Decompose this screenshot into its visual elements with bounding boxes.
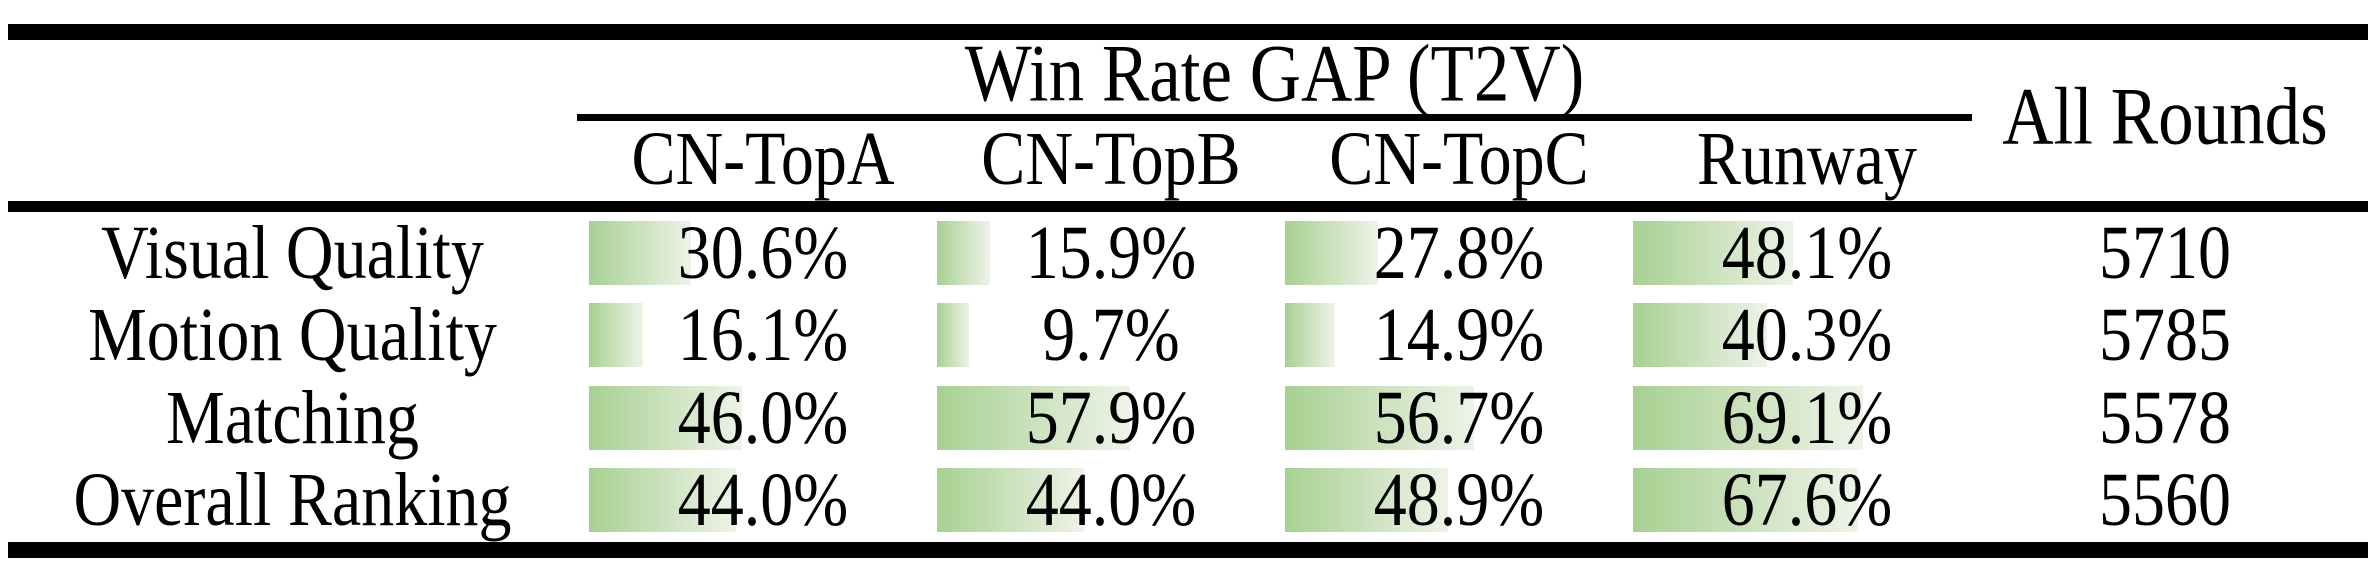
value-text: 15.9% xyxy=(1025,210,1197,295)
column-header-text: Runway xyxy=(1697,117,1917,202)
value-text: 56.7% xyxy=(1373,375,1545,460)
row-label-text: Visual Quality xyxy=(101,210,484,295)
row-label-text: Motion Quality xyxy=(88,292,497,377)
top-rule xyxy=(8,24,2368,40)
all-rounds-cell: 5578 xyxy=(1975,377,2355,460)
row-label: Overall Ranking xyxy=(8,459,577,542)
win-rate-data-bar xyxy=(937,386,1130,450)
value-text: 48.1% xyxy=(1721,210,1893,295)
value-text: 14.9% xyxy=(1373,292,1545,377)
column-header-text: CN-TopC xyxy=(1329,117,1589,202)
all-rounds-value: 5710 xyxy=(2099,210,2231,295)
row-label: Visual Quality xyxy=(8,212,577,295)
column-header-cn-topc: CN-TopC xyxy=(1285,117,1633,202)
value-cell: 46.0% xyxy=(589,377,937,460)
value-cell: 56.7% xyxy=(1285,377,1633,460)
value-cell: 57.9% xyxy=(937,377,1285,460)
row-label: Motion Quality xyxy=(8,294,577,377)
value-text: 44.0% xyxy=(677,457,849,542)
win-rate-data-bar xyxy=(1633,303,1768,367)
value-text: 27.8% xyxy=(1373,210,1545,295)
value-cell: 9.7% xyxy=(937,294,1285,377)
value-text: 16.1% xyxy=(677,292,849,377)
win-rate-data-bar xyxy=(1633,386,1864,450)
all-rounds-value: 5578 xyxy=(2099,375,2231,460)
win-rate-data-bar xyxy=(1285,303,1335,367)
value-cell: 44.0% xyxy=(589,459,937,542)
column-header-cn-topa: CN-TopA xyxy=(589,117,937,202)
value-text: 9.7% xyxy=(1042,292,1180,377)
win-rate-data-bar xyxy=(937,221,990,285)
win-rate-data-bar xyxy=(937,468,1084,532)
all-rounds-cell: 5710 xyxy=(1975,212,2355,295)
bottom-rule xyxy=(8,542,2368,558)
win-rate-data-bar xyxy=(1633,468,1859,532)
win-rate-data-bar xyxy=(589,221,691,285)
column-header-runway: Runway xyxy=(1633,117,1981,202)
value-cell: 14.9% xyxy=(1285,294,1633,377)
table-row-motion-quality: Motion Quality 16.1% 9.7% 14.9% 40.3% 57… xyxy=(0,294,2376,377)
value-text: 67.6% xyxy=(1721,457,1893,542)
win-rate-data-bar xyxy=(589,468,736,532)
win-rate-data-bar xyxy=(937,303,970,367)
table-row-visual-quality: Visual Quality 30.6% 15.9% 27.8% 48.1% 5… xyxy=(0,212,2376,295)
all-rounds-cell: 5785 xyxy=(1975,294,2355,377)
value-cell: 67.6% xyxy=(1633,459,1981,542)
all-rounds-value: 5785 xyxy=(2099,292,2231,377)
win-rate-data-bar xyxy=(1633,221,1794,285)
win-rate-data-bar xyxy=(1285,221,1378,285)
row-label-text: Overall Ranking xyxy=(73,457,512,542)
value-cell: 16.1% xyxy=(589,294,937,377)
value-text: 46.0% xyxy=(677,375,849,460)
column-header-text: CN-TopB xyxy=(981,117,1241,202)
win-rate-data-bar xyxy=(589,386,743,450)
header-separator-rule xyxy=(8,201,2368,212)
group-header-text: Win Rate GAP (T2V) xyxy=(964,28,1585,119)
value-text: 30.6% xyxy=(677,210,849,295)
value-cell: 15.9% xyxy=(937,212,1285,295)
value-cell: 48.9% xyxy=(1285,459,1633,542)
value-text: 48.9% xyxy=(1373,457,1545,542)
value-text: 57.9% xyxy=(1025,375,1197,460)
column-header-text: CN-TopA xyxy=(631,117,895,202)
group-header-underline-rule xyxy=(577,114,1972,121)
value-text: 69.1% xyxy=(1721,375,1893,460)
win-rate-data-bar xyxy=(1285,386,1474,450)
win-rate-data-bar xyxy=(589,303,643,367)
column-header-cn-topb: CN-TopB xyxy=(937,117,1285,202)
all-rounds-column-header: All Rounds xyxy=(1975,38,2355,196)
value-cell: 48.1% xyxy=(1633,212,1981,295)
value-cell: 40.3% xyxy=(1633,294,1981,377)
row-label: Matching xyxy=(8,377,577,460)
all-rounds-cell: 5560 xyxy=(1975,459,2355,542)
all-rounds-value: 5560 xyxy=(2099,457,2231,542)
row-label-text: Matching xyxy=(166,375,419,460)
value-text: 44.0% xyxy=(1025,457,1197,542)
table-row-matching: Matching 46.0% 57.9% 56.7% 69.1% 5578 xyxy=(0,377,2376,460)
value-cell: 69.1% xyxy=(1633,377,1981,460)
all-rounds-header-text: All Rounds xyxy=(2002,71,2328,162)
value-text: 40.3% xyxy=(1721,292,1893,377)
value-cell: 30.6% xyxy=(589,212,937,295)
value-cell: 44.0% xyxy=(937,459,1285,542)
group-header: Win Rate GAP (T2V) xyxy=(577,33,1972,115)
table-row-overall-ranking: Overall Ranking 44.0% 44.0% 48.9% 67.6% … xyxy=(0,459,2376,542)
win-rate-data-bar xyxy=(1285,468,1448,532)
value-cell: 27.8% xyxy=(1285,212,1633,295)
